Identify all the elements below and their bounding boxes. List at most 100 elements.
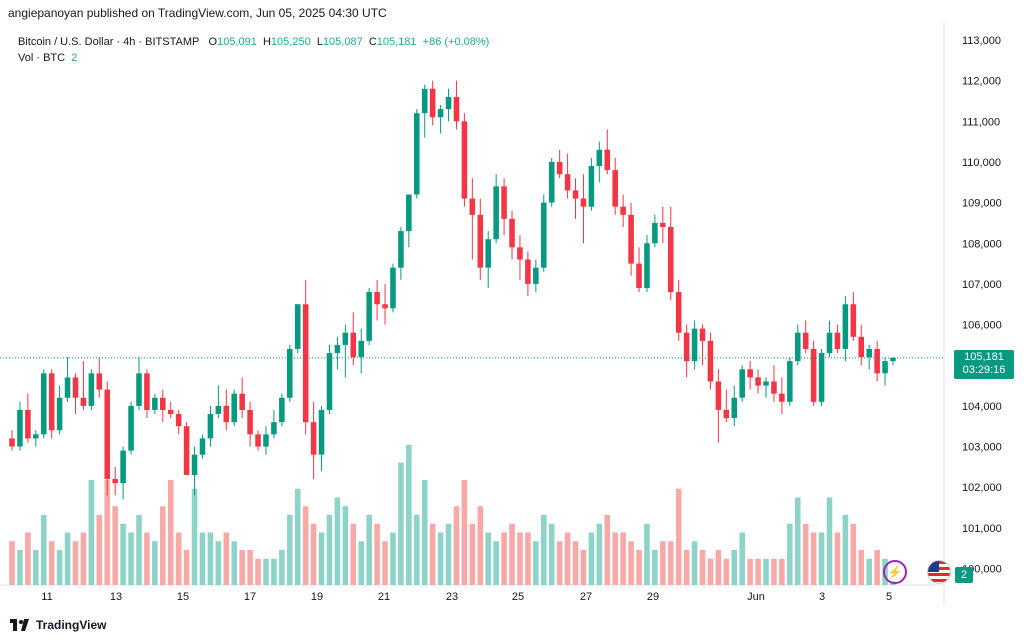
volume-bar <box>540 515 547 585</box>
volume-bar <box>580 550 587 585</box>
volume-bar <box>33 550 39 585</box>
volume-bar <box>334 497 341 585</box>
candle-body <box>493 186 499 240</box>
lightning-icon[interactable]: ⚡ <box>883 560 907 584</box>
x-tick-label: 5 <box>886 591 892 603</box>
volume-bar <box>429 523 436 585</box>
volume-bar <box>636 550 642 585</box>
volume-bar <box>517 532 523 585</box>
candle-body <box>128 405 134 451</box>
candle-body <box>160 397 166 410</box>
close-value: 105,181 <box>376 36 417 48</box>
volume-bar <box>763 558 769 585</box>
candle-body <box>25 409 31 439</box>
candle-body <box>675 292 682 333</box>
candle-body <box>548 161 555 203</box>
volume-bar <box>675 488 682 585</box>
volume-bar <box>120 523 126 585</box>
volume-bar <box>493 541 499 585</box>
volume-bar <box>874 550 880 585</box>
volume-bar <box>17 550 23 585</box>
x-tick-label: 3 <box>819 591 825 603</box>
price-chart[interactable]: 113,000 112,000 111,000 110,000 109,000 108,0… <box>0 22 1024 642</box>
volume-bar <box>683 550 690 585</box>
volume-bar <box>72 541 79 585</box>
us-flag-icon[interactable] <box>927 560 951 584</box>
x-tick-label: 29 <box>647 591 659 603</box>
candle-body <box>564 174 571 191</box>
candle-body <box>406 194 412 232</box>
volume-bar <box>723 558 730 585</box>
candle-body <box>517 247 523 260</box>
volume-bar <box>826 497 833 585</box>
candle-body <box>723 409 730 419</box>
volume-bar <box>287 515 293 585</box>
volume-bar <box>652 550 658 585</box>
volume-bar <box>445 523 452 585</box>
volume-bar <box>374 523 380 585</box>
volume-bar <box>160 506 166 585</box>
tradingview-logo[interactable]: TradingView <box>10 618 106 632</box>
candle-body <box>167 409 174 415</box>
candle-body <box>358 340 365 358</box>
candle-body <box>287 348 293 398</box>
volume-bar <box>366 515 372 585</box>
volume-bar <box>40 515 47 585</box>
volume-bar <box>866 558 872 585</box>
volume-bar <box>56 550 63 585</box>
volume-bar <box>80 532 87 585</box>
candle-body <box>556 161 563 175</box>
candle-body <box>326 353 333 410</box>
candle-body <box>96 373 103 390</box>
candle-body <box>40 373 47 435</box>
candle-body <box>683 332 690 362</box>
events-count-badge[interactable]: 2 <box>955 567 973 583</box>
candle-body <box>572 190 579 199</box>
volume-bar <box>167 480 174 585</box>
candle-body <box>834 332 841 349</box>
volume-bar <box>191 488 198 585</box>
volume-bar <box>310 523 317 585</box>
candle-body <box>533 267 539 284</box>
volume-bar <box>406 445 412 585</box>
candle-body <box>890 357 896 362</box>
candle-body <box>17 409 23 447</box>
volume-bar <box>834 532 841 585</box>
candle-body <box>525 259 531 284</box>
volume-bar <box>382 541 388 585</box>
low-label: L <box>316 36 323 48</box>
candle-body <box>152 397 158 410</box>
candle-body <box>382 304 388 309</box>
candle-body <box>9 438 15 447</box>
volume-bar <box>509 523 515 585</box>
candle-body <box>271 422 277 435</box>
volume-bar <box>279 550 285 585</box>
candle-body <box>652 222 658 244</box>
volume-bar <box>731 550 738 585</box>
volume-bar <box>469 523 476 585</box>
candle-body <box>739 369 745 398</box>
volume-bar <box>739 532 745 585</box>
volume-label[interactable]: Vol · BTC <box>18 52 66 64</box>
y-tick-label: 107,000 <box>962 279 1002 291</box>
volume-bar <box>620 532 626 585</box>
candle-body <box>509 218 515 248</box>
volume-value: 2 <box>71 52 78 64</box>
candle-body <box>485 239 491 268</box>
candle-body <box>120 450 126 484</box>
candle-body <box>882 361 888 374</box>
y-tick-label: 106,000 <box>962 320 1002 332</box>
candle-body <box>310 422 317 455</box>
volume-bar <box>525 532 531 585</box>
open-value: 105,091 <box>217 36 257 48</box>
x-tick-label: 13 <box>110 591 122 603</box>
candle-body <box>429 88 436 118</box>
volume-bar <box>326 515 333 585</box>
x-tick-label: 27 <box>580 591 592 603</box>
candle-body <box>414 113 420 195</box>
symbol-label[interactable]: Bitcoin / U.S. Dollar · 4h · BITSTAMP <box>18 36 200 48</box>
volume-bar <box>136 515 142 585</box>
volume-bar <box>231 541 238 585</box>
candle-body <box>874 348 880 374</box>
volume-bar <box>612 532 618 585</box>
